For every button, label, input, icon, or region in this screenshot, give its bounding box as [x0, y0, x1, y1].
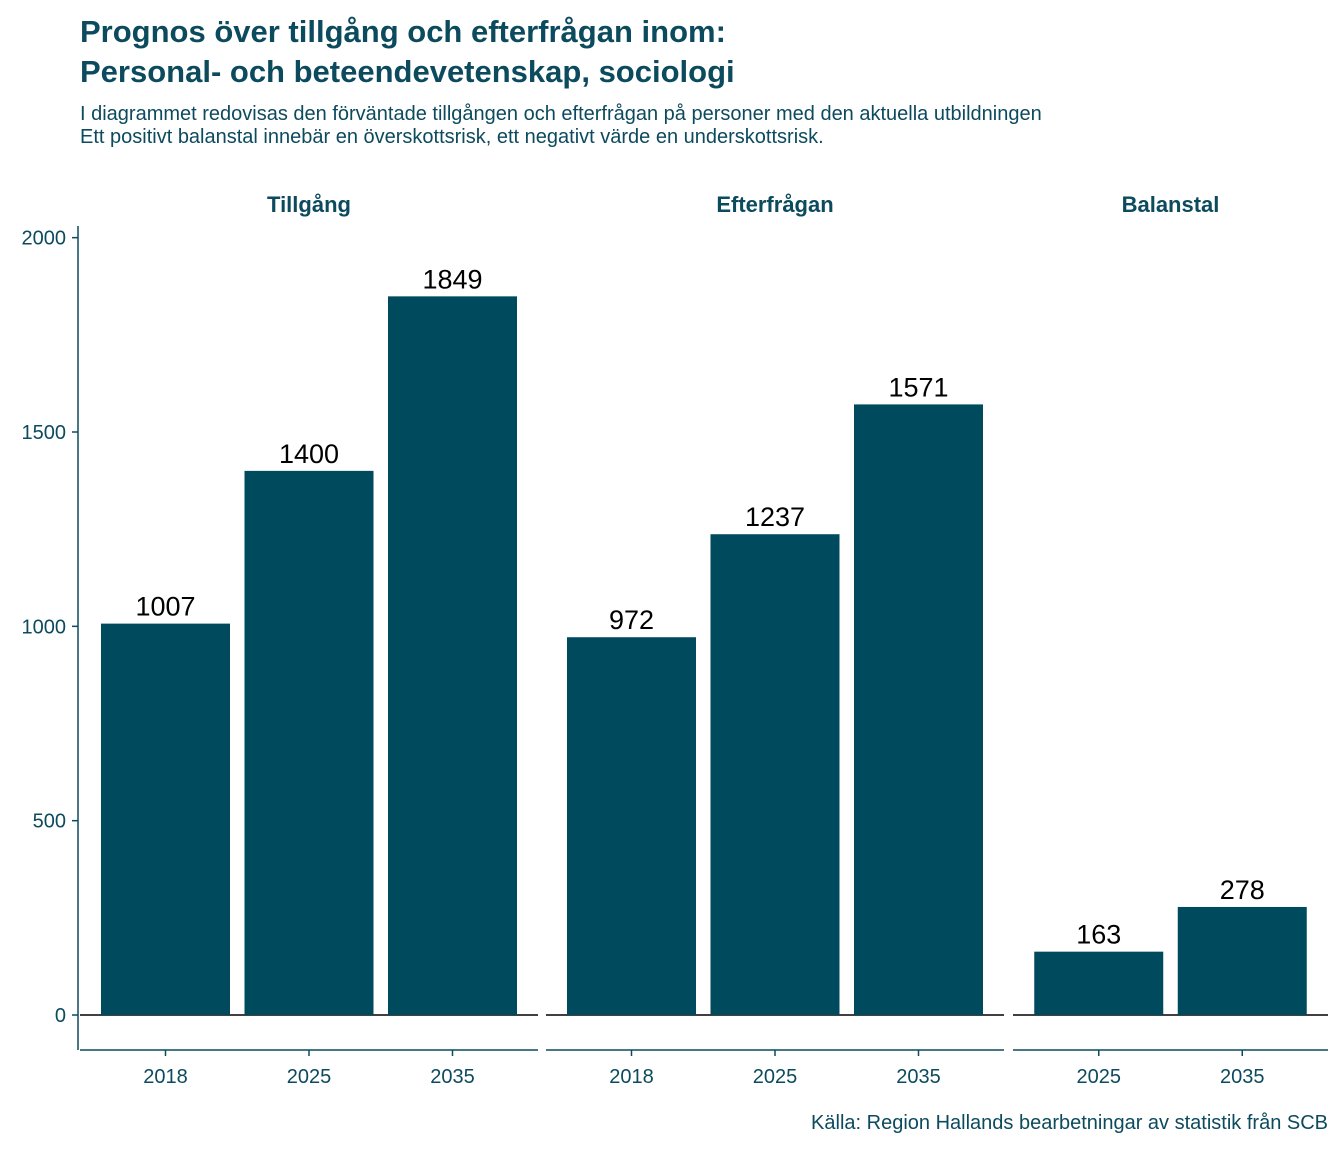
chart-subtitle-line-2: Ett positivt balanstal innebär en översk…: [80, 126, 824, 148]
x-tick-label: 2035: [896, 1066, 941, 1088]
chart-subtitle-line-1: I diagrammet redovisas den förväntade ti…: [80, 103, 1042, 125]
x-tick-label: 2018: [609, 1066, 654, 1088]
facet-label: Tillgång: [267, 192, 351, 217]
chart-caption: Källa: Region Hallands bearbetningar av …: [811, 1112, 1328, 1134]
bar: [710, 534, 840, 1016]
facet-label: Balanstal: [1122, 192, 1220, 217]
y-tick-label: 1500: [22, 422, 67, 444]
x-tick-label: 2018: [143, 1066, 188, 1088]
bar: [1177, 906, 1307, 1016]
bar: [244, 470, 374, 1016]
data-label: 1007: [135, 592, 195, 622]
x-tick-label: 2035: [430, 1066, 475, 1088]
chart-title: Prognos över tillgång och efterfrågan in…: [80, 12, 735, 92]
data-label: 278: [1220, 875, 1265, 905]
bar: [388, 296, 517, 1016]
x-tick-label: 2025: [1077, 1066, 1122, 1088]
data-label: 1400: [279, 439, 339, 469]
facet-label: Efterfrågan: [716, 192, 833, 217]
data-label: 1237: [745, 502, 805, 532]
y-tick-label: 0: [55, 1005, 66, 1027]
x-tick-label: 2025: [753, 1066, 798, 1088]
x-tick-label: 2025: [287, 1066, 332, 1088]
chart-title-line-2: Personal- och beteendevetenskap, sociolo…: [80, 54, 735, 89]
chart-title-line-1: Prognos över tillgång och efterfrågan in…: [80, 14, 726, 49]
bar: [101, 623, 230, 1016]
data-label: 972: [609, 605, 654, 635]
data-label: 163: [1076, 920, 1121, 950]
bar: [567, 637, 696, 1016]
y-tick-label: 500: [33, 811, 66, 833]
bar: [854, 404, 983, 1016]
chart-subtitle: I diagrammet redovisas den förväntade ti…: [80, 103, 1042, 149]
data-label: 1849: [422, 264, 482, 294]
bar: [1034, 951, 1164, 1016]
y-tick-label: 2000: [22, 228, 67, 250]
y-tick-label: 1000: [22, 616, 67, 638]
x-tick-label: 2035: [1220, 1066, 1265, 1088]
data-label: 1571: [888, 372, 948, 402]
